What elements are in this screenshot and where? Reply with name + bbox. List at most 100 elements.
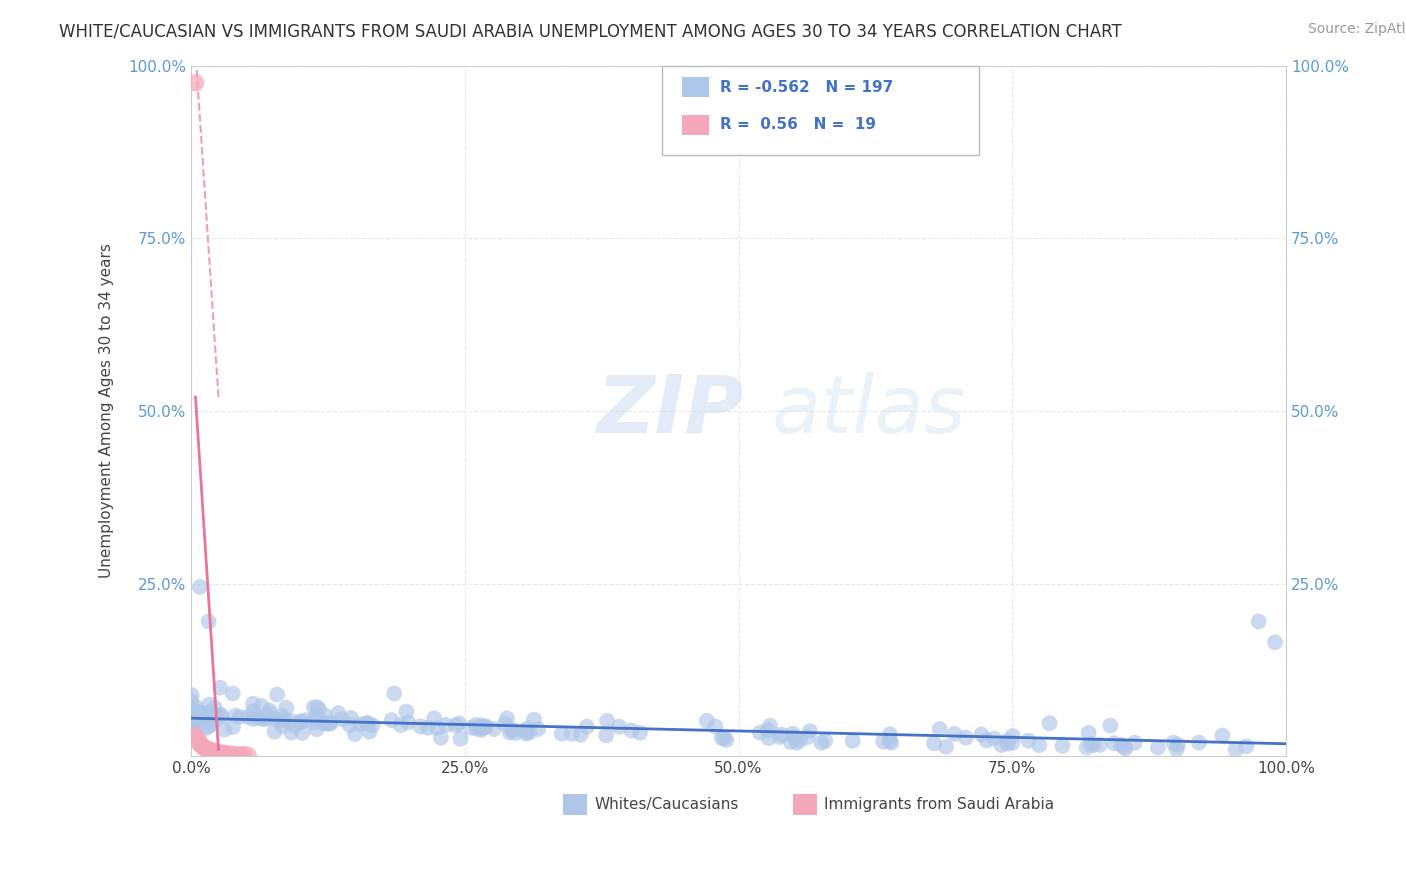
Text: ZIP: ZIP: [596, 372, 744, 450]
Point: [302, 700, 325, 714]
Point: [181, 703, 204, 717]
FancyBboxPatch shape: [682, 78, 709, 96]
Point: [263, 724, 285, 739]
Point: [280, 725, 302, 739]
Point: [1123, 736, 1146, 750]
Point: [620, 723, 643, 738]
Point: [814, 733, 837, 747]
Point: [270, 709, 292, 723]
Point: [318, 716, 340, 731]
Point: [1264, 635, 1286, 649]
Text: atlas: atlas: [772, 372, 966, 450]
Point: [395, 705, 418, 719]
Point: [183, 729, 205, 743]
Point: [181, 705, 204, 719]
Point: [1099, 718, 1122, 732]
Point: [1080, 737, 1102, 751]
Point: [204, 714, 226, 728]
Point: [1038, 716, 1060, 731]
Point: [955, 731, 977, 745]
Point: [198, 708, 221, 723]
Point: [983, 731, 1005, 746]
Point: [990, 738, 1012, 752]
Point: [242, 704, 264, 718]
Point: [273, 713, 295, 727]
Point: [257, 706, 280, 720]
Point: [770, 728, 793, 742]
Point: [519, 725, 541, 739]
Point: [389, 718, 412, 732]
Point: [561, 727, 583, 741]
Point: [423, 711, 446, 725]
Point: [1115, 741, 1137, 756]
Point: [308, 702, 330, 716]
Point: [197, 615, 219, 629]
Point: [460, 721, 482, 735]
Point: [502, 723, 524, 737]
Point: [879, 734, 901, 748]
Point: [269, 714, 291, 728]
Point: [1188, 736, 1211, 750]
Point: [976, 733, 998, 747]
Point: [516, 722, 538, 736]
Point: [596, 714, 619, 728]
Point: [200, 744, 222, 758]
Point: [259, 704, 281, 718]
FancyBboxPatch shape: [662, 66, 980, 155]
Point: [184, 76, 207, 90]
Point: [201, 717, 224, 731]
Point: [181, 704, 204, 718]
Point: [191, 739, 214, 753]
Point: [228, 710, 250, 724]
Point: [430, 731, 453, 745]
Point: [339, 718, 361, 732]
Point: [198, 705, 221, 719]
Point: [416, 721, 439, 735]
Point: [228, 747, 250, 762]
Point: [204, 745, 226, 759]
Point: [943, 727, 966, 741]
Point: [465, 722, 488, 736]
Point: [713, 731, 735, 745]
Point: [238, 710, 260, 724]
Point: [1001, 736, 1024, 750]
Point: [409, 719, 432, 733]
Point: [191, 708, 214, 723]
Point: [1052, 739, 1074, 753]
Text: Whites/Caucasians: Whites/Caucasians: [593, 797, 738, 812]
Point: [789, 733, 811, 747]
Point: [515, 726, 537, 740]
Point: [749, 725, 772, 739]
Point: [195, 721, 218, 735]
Point: [356, 716, 378, 731]
Point: [207, 746, 229, 760]
Point: [188, 580, 211, 594]
Point: [183, 713, 205, 727]
Point: [501, 723, 523, 738]
Point: [232, 747, 254, 762]
Point: [219, 747, 242, 761]
Point: [209, 709, 232, 723]
Point: [515, 724, 537, 739]
Point: [1167, 738, 1189, 752]
Point: [204, 700, 226, 714]
Point: [472, 720, 495, 734]
Point: [319, 716, 342, 731]
Point: [290, 715, 312, 730]
Point: [382, 686, 405, 700]
Point: [311, 715, 333, 730]
Point: [575, 720, 598, 734]
Point: [180, 701, 202, 715]
Point: [607, 720, 630, 734]
Point: [1077, 726, 1099, 740]
Point: [187, 717, 209, 731]
Point: [1088, 738, 1111, 752]
Point: [464, 718, 486, 732]
Point: [434, 718, 457, 732]
Point: [471, 721, 494, 735]
Point: [184, 706, 207, 721]
Point: [180, 688, 202, 702]
Point: [381, 713, 404, 727]
Point: [254, 712, 277, 726]
Point: [201, 744, 224, 758]
